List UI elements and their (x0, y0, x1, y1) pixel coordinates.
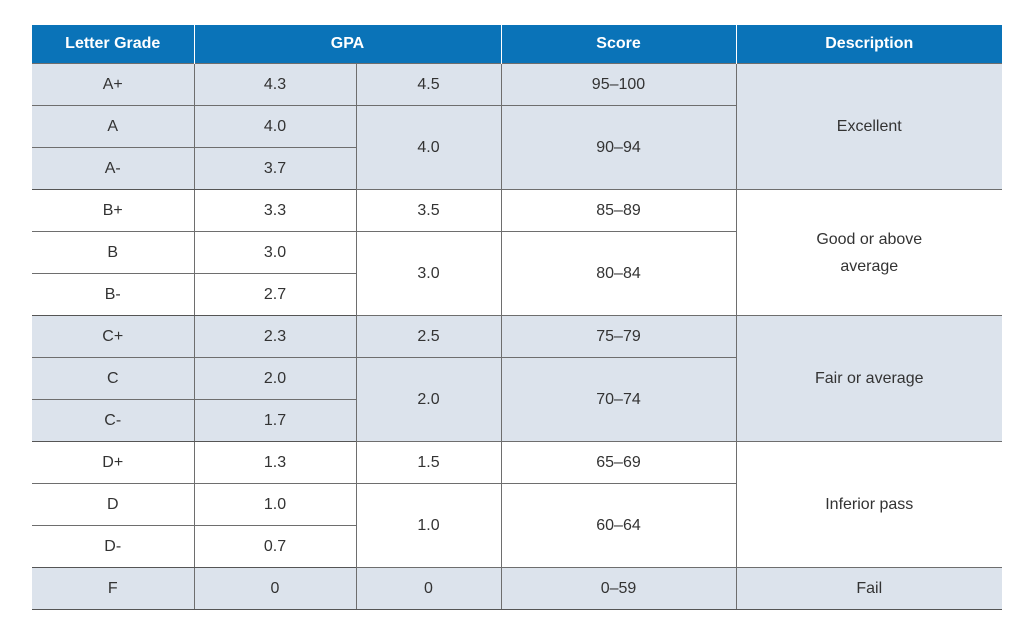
letter-cell: B (32, 231, 195, 274)
gpa-alt-cell: 2.5 (355, 315, 502, 358)
score-cell: 95–100 (500, 63, 737, 106)
grade-table-container: Letter Grade GPA Score Description A+ 4.… (32, 25, 1002, 610)
gpa-cell: 1.0 (193, 483, 357, 526)
score-cell: 75–79 (500, 315, 737, 358)
letter-cell: D (32, 483, 195, 526)
gpa-cell: 3.0 (193, 231, 357, 274)
gpa-alt-cell: 1.5 (355, 441, 502, 484)
gpa-cell: 1.7 (193, 399, 357, 442)
table-row: D- 0.7 (32, 525, 1002, 568)
letter-cell: D- (32, 525, 195, 568)
gpa-alt-cell: 4.0 (355, 105, 502, 190)
score-cell: 90–94 (500, 105, 737, 190)
table-row: B+ 3.3 3.5 85–89 Good or above average (32, 189, 1002, 316)
header-gpa: GPA (193, 25, 502, 64)
score-cell: 0–59 (500, 567, 737, 610)
gpa-cell: 0 (193, 567, 357, 610)
table-row: C 2.0 2.0 70–74 (32, 357, 1002, 442)
grade-table: Letter Grade GPA Score Description A+ 4.… (32, 25, 1002, 610)
score-cell: 80–84 (500, 231, 737, 316)
score-cell: 65–69 (500, 441, 737, 484)
description-line: average (840, 257, 899, 275)
description-line: Good or above (816, 230, 923, 248)
gpa-cell: 2.3 (193, 315, 357, 358)
letter-cell: C+ (32, 315, 195, 358)
header-score: Score (500, 25, 737, 64)
letter-cell: B+ (32, 189, 195, 232)
gpa-cell: 0.7 (193, 525, 357, 568)
table-row: C+ 2.3 2.5 75–79 Fair or average (32, 315, 1002, 442)
gpa-cell: 2.0 (193, 357, 357, 400)
score-cell: 60–64 (500, 483, 737, 568)
header-description: Description (735, 25, 1002, 64)
letter-cell: C (32, 357, 195, 400)
description-cell: Fair or average (735, 315, 1002, 442)
gpa-alt-cell: 3.5 (355, 189, 502, 232)
gpa-cell: 2.7 (193, 273, 357, 316)
gpa-cell: 3.7 (193, 147, 357, 190)
letter-cell: C- (32, 399, 195, 442)
score-cell: 85–89 (500, 189, 737, 232)
table-row: D+ 1.3 1.5 65–69 Inferior pass (32, 441, 1002, 568)
gpa-cell: 4.3 (193, 63, 357, 106)
gpa-alt-cell: 0 (355, 567, 502, 610)
gpa-cell: 1.3 (193, 441, 357, 484)
table-row: B 3.0 3.0 80–84 (32, 231, 1002, 316)
description-cell: Fail (735, 567, 1002, 610)
gpa-cell: 4.0 (193, 105, 357, 148)
gpa-cell: 3.3 (193, 189, 357, 232)
description-cell: Good or above average (735, 189, 1002, 316)
table-row: B- 2.7 (32, 273, 1002, 316)
gpa-alt-cell: 1.0 (355, 483, 502, 568)
score-cell: 70–74 (500, 357, 737, 442)
header-letter-grade: Letter Grade (32, 25, 195, 64)
letter-cell: A (32, 105, 195, 148)
description-cell: Inferior pass (735, 441, 1002, 568)
letter-cell: D+ (32, 441, 195, 484)
gpa-alt-cell: 2.0 (355, 357, 502, 442)
table-row: D 1.0 1.0 60–64 (32, 483, 1002, 568)
letter-cell: A+ (32, 63, 195, 106)
description-cell: Excellent (735, 63, 1002, 190)
letter-cell: F (32, 567, 195, 610)
gpa-alt-cell: 4.5 (355, 63, 502, 106)
gpa-alt-cell: 3.0 (355, 231, 502, 316)
table-row: A 4.0 4.0 90–94 (32, 105, 1002, 190)
letter-cell: B- (32, 273, 195, 316)
letter-cell: A- (32, 147, 195, 190)
table-row: F 0 0 0–59 Fail (32, 567, 1002, 610)
table-row: A+ 4.3 4.5 95–100 Excellent (32, 63, 1002, 190)
header-row: Letter Grade GPA Score Description (32, 25, 1002, 64)
